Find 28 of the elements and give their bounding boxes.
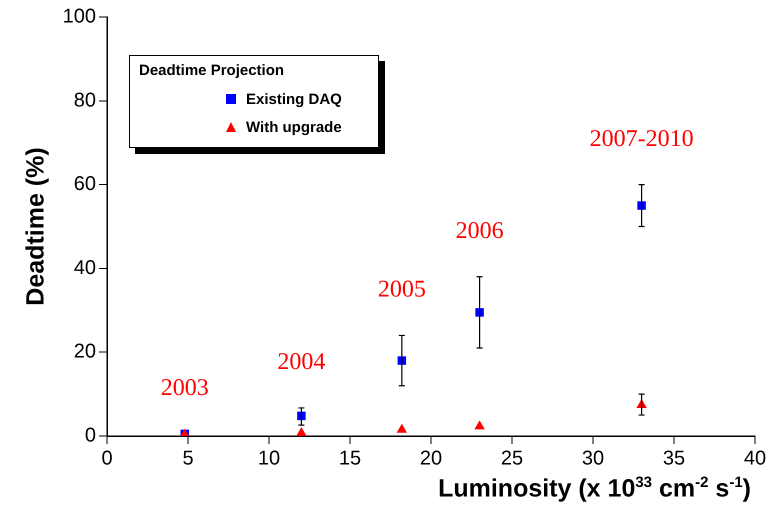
point bbox=[474, 420, 485, 430]
x-tick-label: 15 bbox=[338, 448, 362, 470]
x-tick-label: 30 bbox=[582, 448, 604, 470]
legend-label: With upgrade bbox=[246, 118, 342, 136]
annotation: 2004 bbox=[277, 349, 326, 376]
x-tick-label: 5 bbox=[182, 448, 194, 470]
y-tick-label: 80 bbox=[74, 89, 96, 112]
x-tick-label: 35 bbox=[662, 448, 686, 470]
x-tick-label: 25 bbox=[500, 448, 524, 470]
x-tick-label: 40 bbox=[744, 448, 766, 470]
point bbox=[296, 427, 307, 436]
y-tick-label: 40 bbox=[74, 256, 96, 279]
y-axis-title: Deadtime (%) bbox=[22, 146, 50, 306]
annotation: 2005 bbox=[378, 276, 426, 303]
point bbox=[396, 424, 408, 433]
x-tick-label: 0 bbox=[101, 448, 113, 470]
y-tick-label: 20 bbox=[74, 340, 96, 363]
legend-label: Existing DAQ bbox=[246, 90, 342, 108]
y-tick-label: 100 bbox=[62, 6, 96, 28]
annotation: 2003 bbox=[160, 375, 209, 402]
y-tick-label: 60 bbox=[74, 173, 96, 196]
annotation: 2006 bbox=[456, 218, 504, 244]
legend-title: Deadtime Projection bbox=[138, 61, 286, 81]
y-tick-label: 0 bbox=[84, 424, 96, 447]
x-axis-title: Luminosity (x 10$^{33}$ cm$^{-2}$ s$^{-1}$) bbox=[438, 474, 751, 504]
x-tick-label: 20 bbox=[420, 448, 442, 470]
annotation: 2007-2010 bbox=[590, 126, 694, 152]
x-tick-label: 10 bbox=[258, 448, 280, 470]
